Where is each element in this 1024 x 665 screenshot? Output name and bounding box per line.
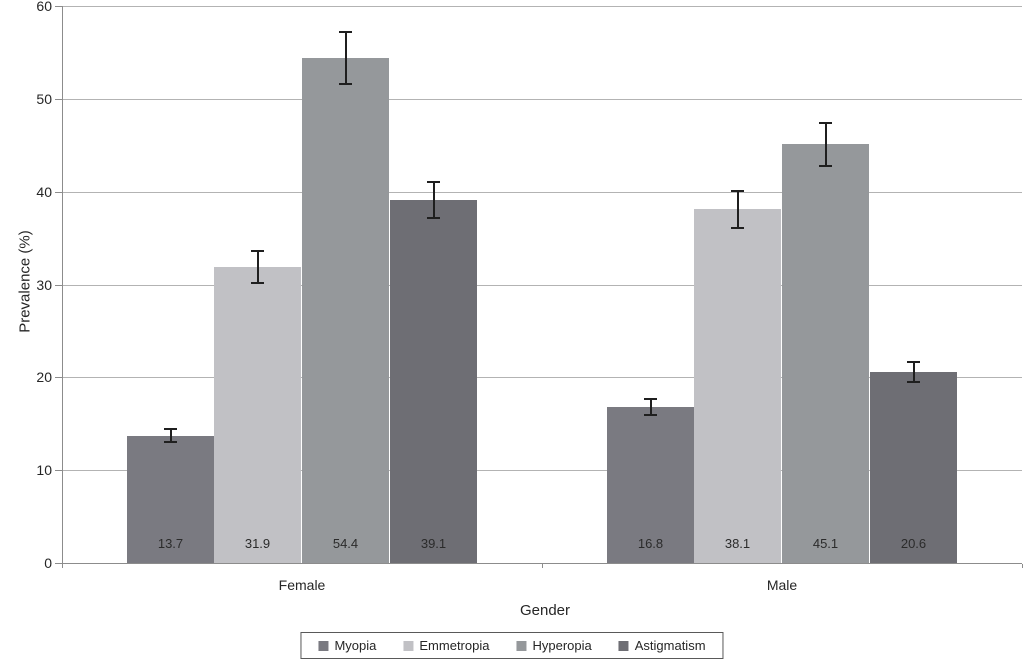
error-bar-cap-bottom (339, 82, 352, 85)
legend: Myopia Emmetropia Hyperopia Astigmatism (300, 632, 724, 659)
bar-value-label: 39.1 (420, 536, 447, 551)
error-bar-cap-bottom (819, 164, 832, 167)
x-axis-tick (542, 564, 543, 568)
error-bar (256, 251, 259, 283)
error-bar-cap-bottom (251, 281, 264, 284)
category-label: Male (766, 577, 798, 593)
bar-value-label: 54.4 (332, 536, 359, 551)
error-bar-cap-bottom (731, 226, 744, 229)
y-tick-label: 10 (36, 462, 52, 478)
y-axis-tick (55, 563, 62, 564)
error-bar (824, 122, 827, 166)
gridline (62, 377, 1022, 378)
y-axis-tick (55, 99, 62, 100)
gridline (62, 192, 1022, 193)
error-bar-cap-top (339, 30, 352, 33)
bar (214, 266, 301, 563)
y-axis-tick (55, 6, 62, 7)
error-bar (344, 31, 347, 84)
gridline (62, 6, 1022, 7)
error-bar (649, 398, 652, 416)
error-bar (432, 182, 435, 218)
bar (782, 144, 869, 563)
y-tick-label: 20 (36, 369, 52, 385)
x-axis-line (62, 563, 1022, 564)
bar (390, 200, 477, 563)
legend-swatch-icon (318, 640, 329, 651)
bar (694, 209, 781, 563)
y-tick-label: 60 (36, 0, 52, 14)
y-axis-title: Prevalence (%) (16, 230, 34, 333)
legend-swatch-icon (618, 640, 629, 651)
bar-value-label: 13.7 (157, 536, 184, 551)
y-tick-label: 0 (44, 555, 52, 571)
x-axis-title: Gender (519, 602, 571, 619)
bar-value-label: 45.1 (812, 536, 839, 551)
y-axis-tick (55, 470, 62, 471)
error-bar-cap-bottom (644, 414, 657, 417)
bar (870, 371, 957, 563)
legend-swatch-icon (403, 640, 414, 651)
gridline (62, 285, 1022, 286)
error-bar (169, 429, 172, 443)
y-tick-label: 50 (36, 91, 52, 107)
error-bar-cap-top (251, 250, 264, 253)
error-bar-cap-top (644, 397, 657, 400)
legend-label: Hyperopia (532, 638, 592, 653)
bar (607, 407, 694, 563)
error-bar-cap-top (427, 181, 440, 184)
y-tick-label: 40 (36, 184, 52, 200)
legend-item: Myopia (318, 639, 376, 652)
x-axis-tick (1022, 564, 1023, 568)
gridline (62, 99, 1022, 100)
error-bar-cap-top (164, 428, 177, 431)
bar (127, 435, 214, 563)
gridline (62, 470, 1022, 471)
bar (302, 57, 389, 563)
y-axis-tick (55, 285, 62, 286)
bar-value-label: 31.9 (244, 536, 271, 551)
error-bar (736, 190, 739, 228)
bar-value-label: 20.6 (900, 536, 927, 551)
bar-value-label: 38.1 (724, 536, 751, 551)
bar-value-label: 16.8 (637, 536, 664, 551)
y-axis-tick (55, 192, 62, 193)
y-tick-label: 30 (36, 277, 52, 293)
error-bar-cap-bottom (427, 216, 440, 219)
legend-label: Emmetropia (419, 638, 490, 653)
legend-item: Emmetropia (403, 639, 489, 652)
y-axis-tick (55, 377, 62, 378)
error-bar (912, 361, 915, 382)
legend-item: Astigmatism (618, 638, 706, 653)
error-bar-cap-top (907, 360, 920, 363)
error-bar-cap-top (819, 121, 832, 124)
category-label: Female (278, 577, 326, 593)
y-axis-line (62, 6, 63, 563)
legend-item: Hyperopia (516, 638, 592, 653)
legend-swatch-icon (516, 640, 527, 651)
error-bar-cap-top (731, 189, 744, 192)
x-axis-tick (62, 564, 63, 568)
legend-label: Myopia (334, 638, 377, 653)
error-bar-cap-bottom (907, 380, 920, 383)
legend-label: Astigmatism (634, 638, 706, 653)
error-bar-cap-bottom (164, 441, 177, 444)
